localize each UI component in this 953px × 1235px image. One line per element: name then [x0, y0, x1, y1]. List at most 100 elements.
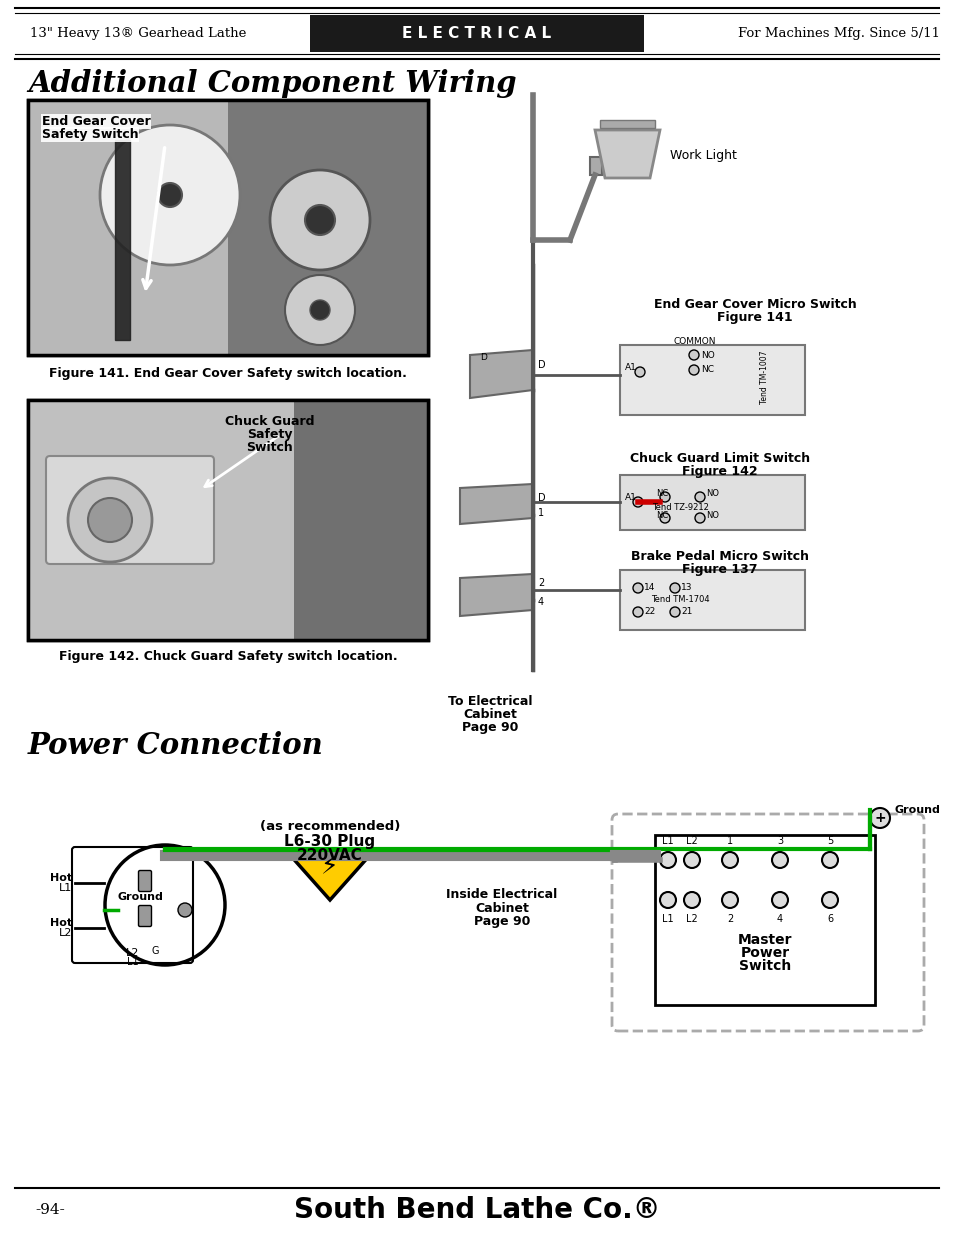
Text: 22: 22	[643, 608, 655, 616]
Circle shape	[869, 808, 889, 827]
Text: Switch: Switch	[739, 960, 790, 973]
Text: Power Connection: Power Connection	[28, 730, 323, 760]
Text: Figure 137: Figure 137	[681, 563, 757, 577]
Text: (as recommended): (as recommended)	[259, 820, 399, 832]
Text: 1: 1	[537, 508, 543, 517]
FancyBboxPatch shape	[655, 835, 874, 1005]
Circle shape	[633, 606, 642, 618]
Circle shape	[659, 513, 669, 522]
Circle shape	[683, 892, 700, 908]
Polygon shape	[459, 574, 533, 616]
Circle shape	[721, 852, 738, 868]
Polygon shape	[459, 484, 533, 524]
Text: Additional Component Wiring: Additional Component Wiring	[28, 68, 517, 98]
Text: Tend TZ-9212: Tend TZ-9212	[651, 504, 708, 513]
Circle shape	[821, 852, 837, 868]
Text: -94-: -94-	[35, 1203, 65, 1216]
Circle shape	[695, 513, 704, 522]
Circle shape	[270, 170, 370, 270]
Text: L2: L2	[685, 836, 698, 846]
FancyBboxPatch shape	[612, 814, 923, 1031]
Circle shape	[659, 852, 676, 868]
Text: 3: 3	[776, 836, 782, 846]
Text: End Gear Cover: End Gear Cover	[42, 115, 151, 128]
Text: Tend TM-1704: Tend TM-1704	[650, 595, 709, 604]
Text: ⚡: ⚡	[321, 855, 338, 879]
Text: 4: 4	[776, 914, 782, 924]
Text: 5: 5	[826, 836, 832, 846]
FancyBboxPatch shape	[599, 120, 655, 128]
Circle shape	[310, 300, 330, 320]
Circle shape	[688, 350, 699, 359]
Text: Safety: Safety	[247, 429, 293, 441]
Circle shape	[158, 183, 182, 207]
Text: For Machines Mfg. Since 5/11: For Machines Mfg. Since 5/11	[738, 26, 939, 40]
FancyBboxPatch shape	[619, 475, 804, 530]
Text: Figure 141. End Gear Cover Safety switch location.: Figure 141. End Gear Cover Safety switch…	[49, 367, 407, 380]
Text: D: D	[537, 493, 545, 503]
FancyBboxPatch shape	[28, 100, 428, 354]
Text: Figure 142. Chuck Guard Safety switch location.: Figure 142. Chuck Guard Safety switch lo…	[59, 650, 396, 663]
Text: L2: L2	[126, 948, 139, 958]
Text: Hot: Hot	[50, 873, 71, 883]
Text: Cabinet: Cabinet	[475, 902, 528, 914]
Text: To Electrical: To Electrical	[447, 695, 532, 708]
Circle shape	[659, 892, 676, 908]
Circle shape	[68, 478, 152, 562]
Text: L1: L1	[661, 836, 673, 846]
Circle shape	[285, 275, 355, 345]
Text: NC: NC	[656, 510, 667, 520]
Polygon shape	[470, 350, 533, 398]
Polygon shape	[290, 855, 370, 900]
Circle shape	[721, 892, 738, 908]
Text: End Gear Cover Micro Switch: End Gear Cover Micro Switch	[653, 299, 856, 311]
Text: 13: 13	[680, 583, 692, 593]
Text: 220VAC: 220VAC	[296, 848, 362, 863]
Circle shape	[100, 125, 240, 266]
Circle shape	[771, 852, 787, 868]
Text: L1: L1	[127, 957, 139, 967]
FancyBboxPatch shape	[619, 571, 804, 630]
Circle shape	[633, 583, 642, 593]
Text: 13" Heavy 13® Gearhead Lathe: 13" Heavy 13® Gearhead Lathe	[30, 26, 246, 40]
Polygon shape	[115, 140, 130, 340]
Text: NC: NC	[656, 489, 667, 499]
Text: Switch: Switch	[247, 441, 294, 454]
Text: COMMON: COMMON	[673, 337, 716, 347]
Text: NC: NC	[700, 366, 713, 374]
FancyBboxPatch shape	[138, 905, 152, 926]
Text: Tend TM-1007: Tend TM-1007	[760, 351, 769, 404]
Text: Ground: Ground	[894, 805, 940, 815]
Text: Ground: Ground	[118, 892, 164, 902]
Text: NO: NO	[705, 510, 719, 520]
Circle shape	[305, 205, 335, 235]
Text: 14: 14	[643, 583, 655, 593]
Circle shape	[633, 496, 642, 508]
Text: D: D	[479, 353, 486, 363]
Text: Master: Master	[737, 932, 791, 947]
Text: Page 90: Page 90	[474, 914, 530, 927]
Text: Hot: Hot	[50, 918, 71, 927]
Circle shape	[105, 845, 225, 965]
Text: Work Light: Work Light	[669, 148, 736, 162]
Text: L1: L1	[59, 883, 71, 893]
FancyBboxPatch shape	[310, 15, 643, 52]
Text: Safety Switch: Safety Switch	[42, 128, 138, 141]
FancyBboxPatch shape	[46, 456, 213, 564]
FancyBboxPatch shape	[138, 871, 152, 892]
Text: 1: 1	[726, 836, 732, 846]
Text: Chuck Guard Limit Switch: Chuck Guard Limit Switch	[629, 452, 809, 464]
Text: Chuck Guard: Chuck Guard	[225, 415, 314, 429]
Polygon shape	[595, 130, 659, 178]
Circle shape	[695, 492, 704, 501]
Circle shape	[669, 606, 679, 618]
Text: 6: 6	[826, 914, 832, 924]
Text: Figure 142: Figure 142	[681, 464, 757, 478]
Text: 2: 2	[726, 914, 732, 924]
Text: Brake Pedal Micro Switch: Brake Pedal Micro Switch	[630, 551, 808, 563]
Circle shape	[635, 367, 644, 377]
Text: 21: 21	[680, 608, 692, 616]
Text: NO: NO	[705, 489, 719, 499]
Text: L1: L1	[661, 914, 673, 924]
Text: L6-30 Plug: L6-30 Plug	[284, 834, 375, 848]
